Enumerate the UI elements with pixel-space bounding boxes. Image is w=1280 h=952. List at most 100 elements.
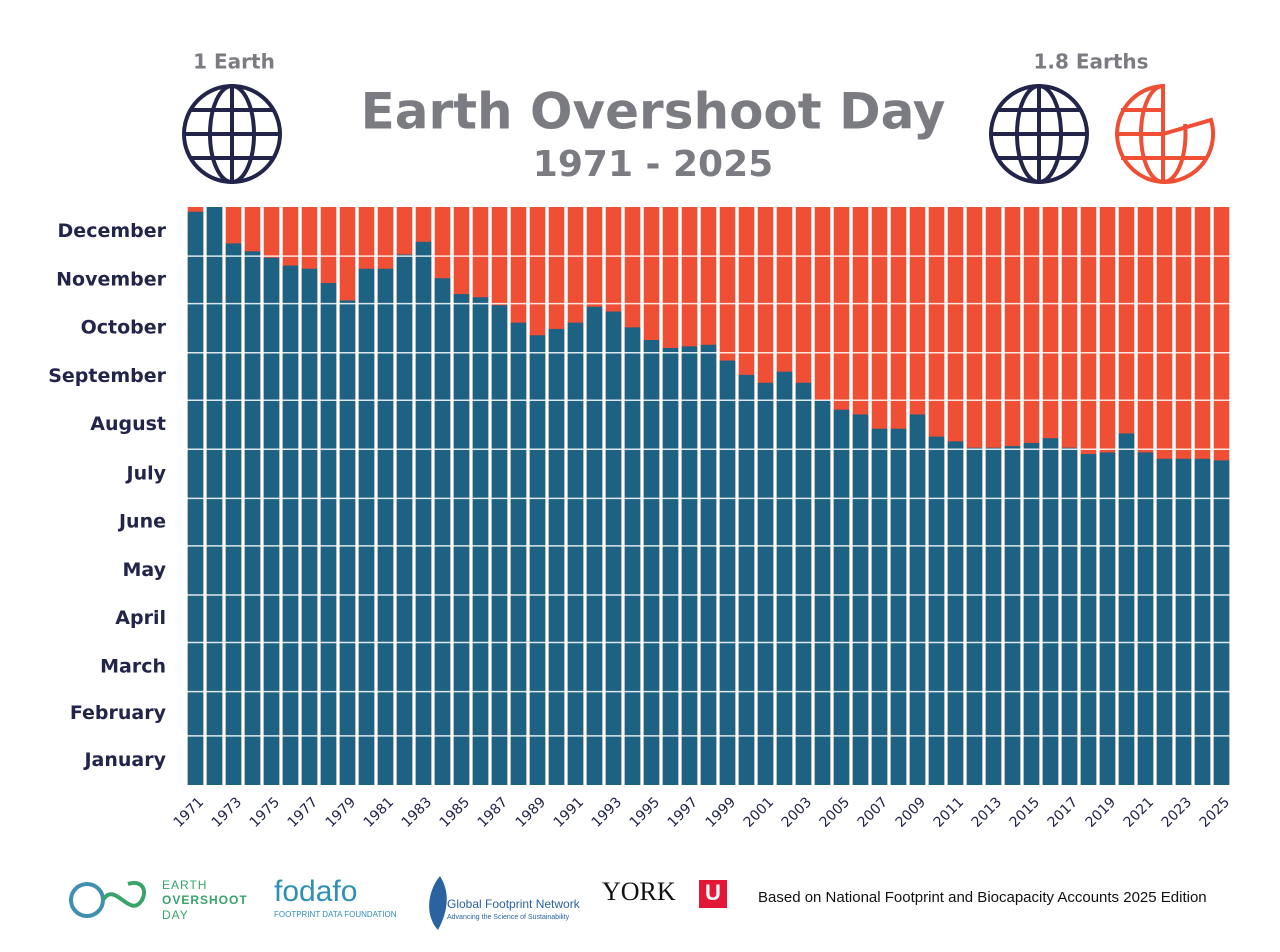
x-tick-label: 2011 xyxy=(931,794,968,831)
bar xyxy=(605,311,622,785)
bar xyxy=(624,327,641,785)
bar xyxy=(852,414,869,785)
y-tick-label: January xyxy=(82,749,166,771)
bar xyxy=(453,294,470,785)
bar xyxy=(1137,452,1154,785)
bar xyxy=(1118,433,1135,785)
bar xyxy=(263,257,280,786)
bar xyxy=(947,441,964,785)
bar xyxy=(795,382,812,785)
logo-text: U xyxy=(705,880,721,905)
y-tick-label: August xyxy=(90,413,166,435)
x-tick-label: 2001 xyxy=(741,794,778,831)
y-tick-label: July xyxy=(125,462,167,484)
x-tick-label: 1999 xyxy=(703,794,740,831)
y-tick-label: May xyxy=(122,559,166,581)
bar xyxy=(757,382,774,785)
bar xyxy=(909,414,926,785)
y-tick-label: March xyxy=(100,656,166,678)
y-tick-label: April xyxy=(115,607,166,629)
bar xyxy=(1023,442,1040,785)
logo-text: fodafo xyxy=(274,875,357,908)
logo-text: EARTH xyxy=(162,878,207,892)
logo-text: YORK xyxy=(602,877,676,906)
logo-icon xyxy=(699,880,727,908)
x-tick-label: 1987 xyxy=(475,794,512,831)
bar xyxy=(225,243,242,785)
plot: 1971 1973 1975 1977 1979 1981 1983 1985 1987 1989… xyxy=(48,207,1233,831)
bar xyxy=(415,241,432,785)
bar xyxy=(548,328,565,785)
x-tick-label: 1973 xyxy=(209,794,246,831)
x-tick-label: 1981 xyxy=(361,794,398,831)
bar xyxy=(1213,460,1230,785)
bar xyxy=(358,268,375,785)
bar xyxy=(985,447,1002,785)
x-tick-label: 1979 xyxy=(323,794,360,831)
bar xyxy=(206,207,223,785)
chart-title: Earth Overshoot Day xyxy=(361,83,946,141)
bar xyxy=(871,428,888,785)
bar xyxy=(1194,458,1211,785)
bar xyxy=(244,251,261,785)
logo-text: DAY xyxy=(162,908,189,922)
partial-globe-icon xyxy=(1115,83,1215,184)
x-tick-label: 1989 xyxy=(513,794,550,831)
bar xyxy=(1156,458,1173,785)
bar xyxy=(814,400,831,785)
logo-text: Global Footprint Network xyxy=(447,897,581,911)
x-tick-label: 1975 xyxy=(247,794,284,831)
x-tick-label: 2007 xyxy=(855,794,892,831)
y-tick-label: September xyxy=(48,365,166,387)
bar xyxy=(301,268,318,785)
x-tick-label: 2003 xyxy=(779,794,816,831)
bar xyxy=(434,278,451,785)
logo-text: FOOTPRINT DATA FOUNDATION xyxy=(274,910,397,919)
bar xyxy=(1080,454,1097,785)
x-tick-label: 1991 xyxy=(551,794,588,831)
x-tick-label: 1985 xyxy=(437,794,474,831)
bar xyxy=(339,300,356,785)
x-tick-label: 2025 xyxy=(1197,794,1234,831)
bar xyxy=(1042,438,1059,785)
logo-text: OVERSHOOT xyxy=(162,893,248,907)
chart-subtitle: 1971 - 2025 xyxy=(533,144,773,185)
x-tick-label: 2023 xyxy=(1159,794,1196,831)
bar xyxy=(491,305,508,785)
bar xyxy=(928,436,945,785)
logo-text: Advancing the Science of Sustainability xyxy=(447,914,570,921)
x-tick-label: 2017 xyxy=(1045,794,1082,831)
x-tick-label: 1983 xyxy=(399,794,436,831)
bar xyxy=(396,254,413,786)
y-tick-label: December xyxy=(58,220,167,242)
x-tick-label: 2015 xyxy=(1007,794,1044,831)
bar xyxy=(719,360,736,785)
logo-icon xyxy=(101,881,147,908)
bar xyxy=(700,344,717,785)
bar xyxy=(776,371,793,785)
bar xyxy=(377,268,394,785)
bar xyxy=(282,265,299,785)
bar xyxy=(681,346,698,785)
bar xyxy=(738,374,755,785)
x-tick-label: 1971 xyxy=(171,794,208,831)
x-tick-label: 2019 xyxy=(1083,794,1120,831)
bar xyxy=(1004,446,1021,785)
x-tick-label: 2021 xyxy=(1121,794,1158,831)
y-tick-label: October xyxy=(81,317,167,339)
bar xyxy=(1061,447,1078,785)
y-tick-label: February xyxy=(70,702,167,724)
bar xyxy=(510,322,527,785)
x-tick-label: 1993 xyxy=(589,794,626,831)
source-note: Based on National Footprint and Biocapac… xyxy=(758,889,1207,906)
bar xyxy=(966,447,983,785)
bar xyxy=(662,347,679,785)
bar xyxy=(643,340,660,785)
logo-icon xyxy=(69,882,105,918)
right-label: 1.8 Earths xyxy=(1033,50,1148,74)
bar xyxy=(529,335,546,785)
logo-icon xyxy=(429,876,447,930)
footer: EARTH OVERSHOOT DAY fodafo FOOTPRINT DAT… xyxy=(69,875,1207,930)
bar xyxy=(833,409,850,785)
